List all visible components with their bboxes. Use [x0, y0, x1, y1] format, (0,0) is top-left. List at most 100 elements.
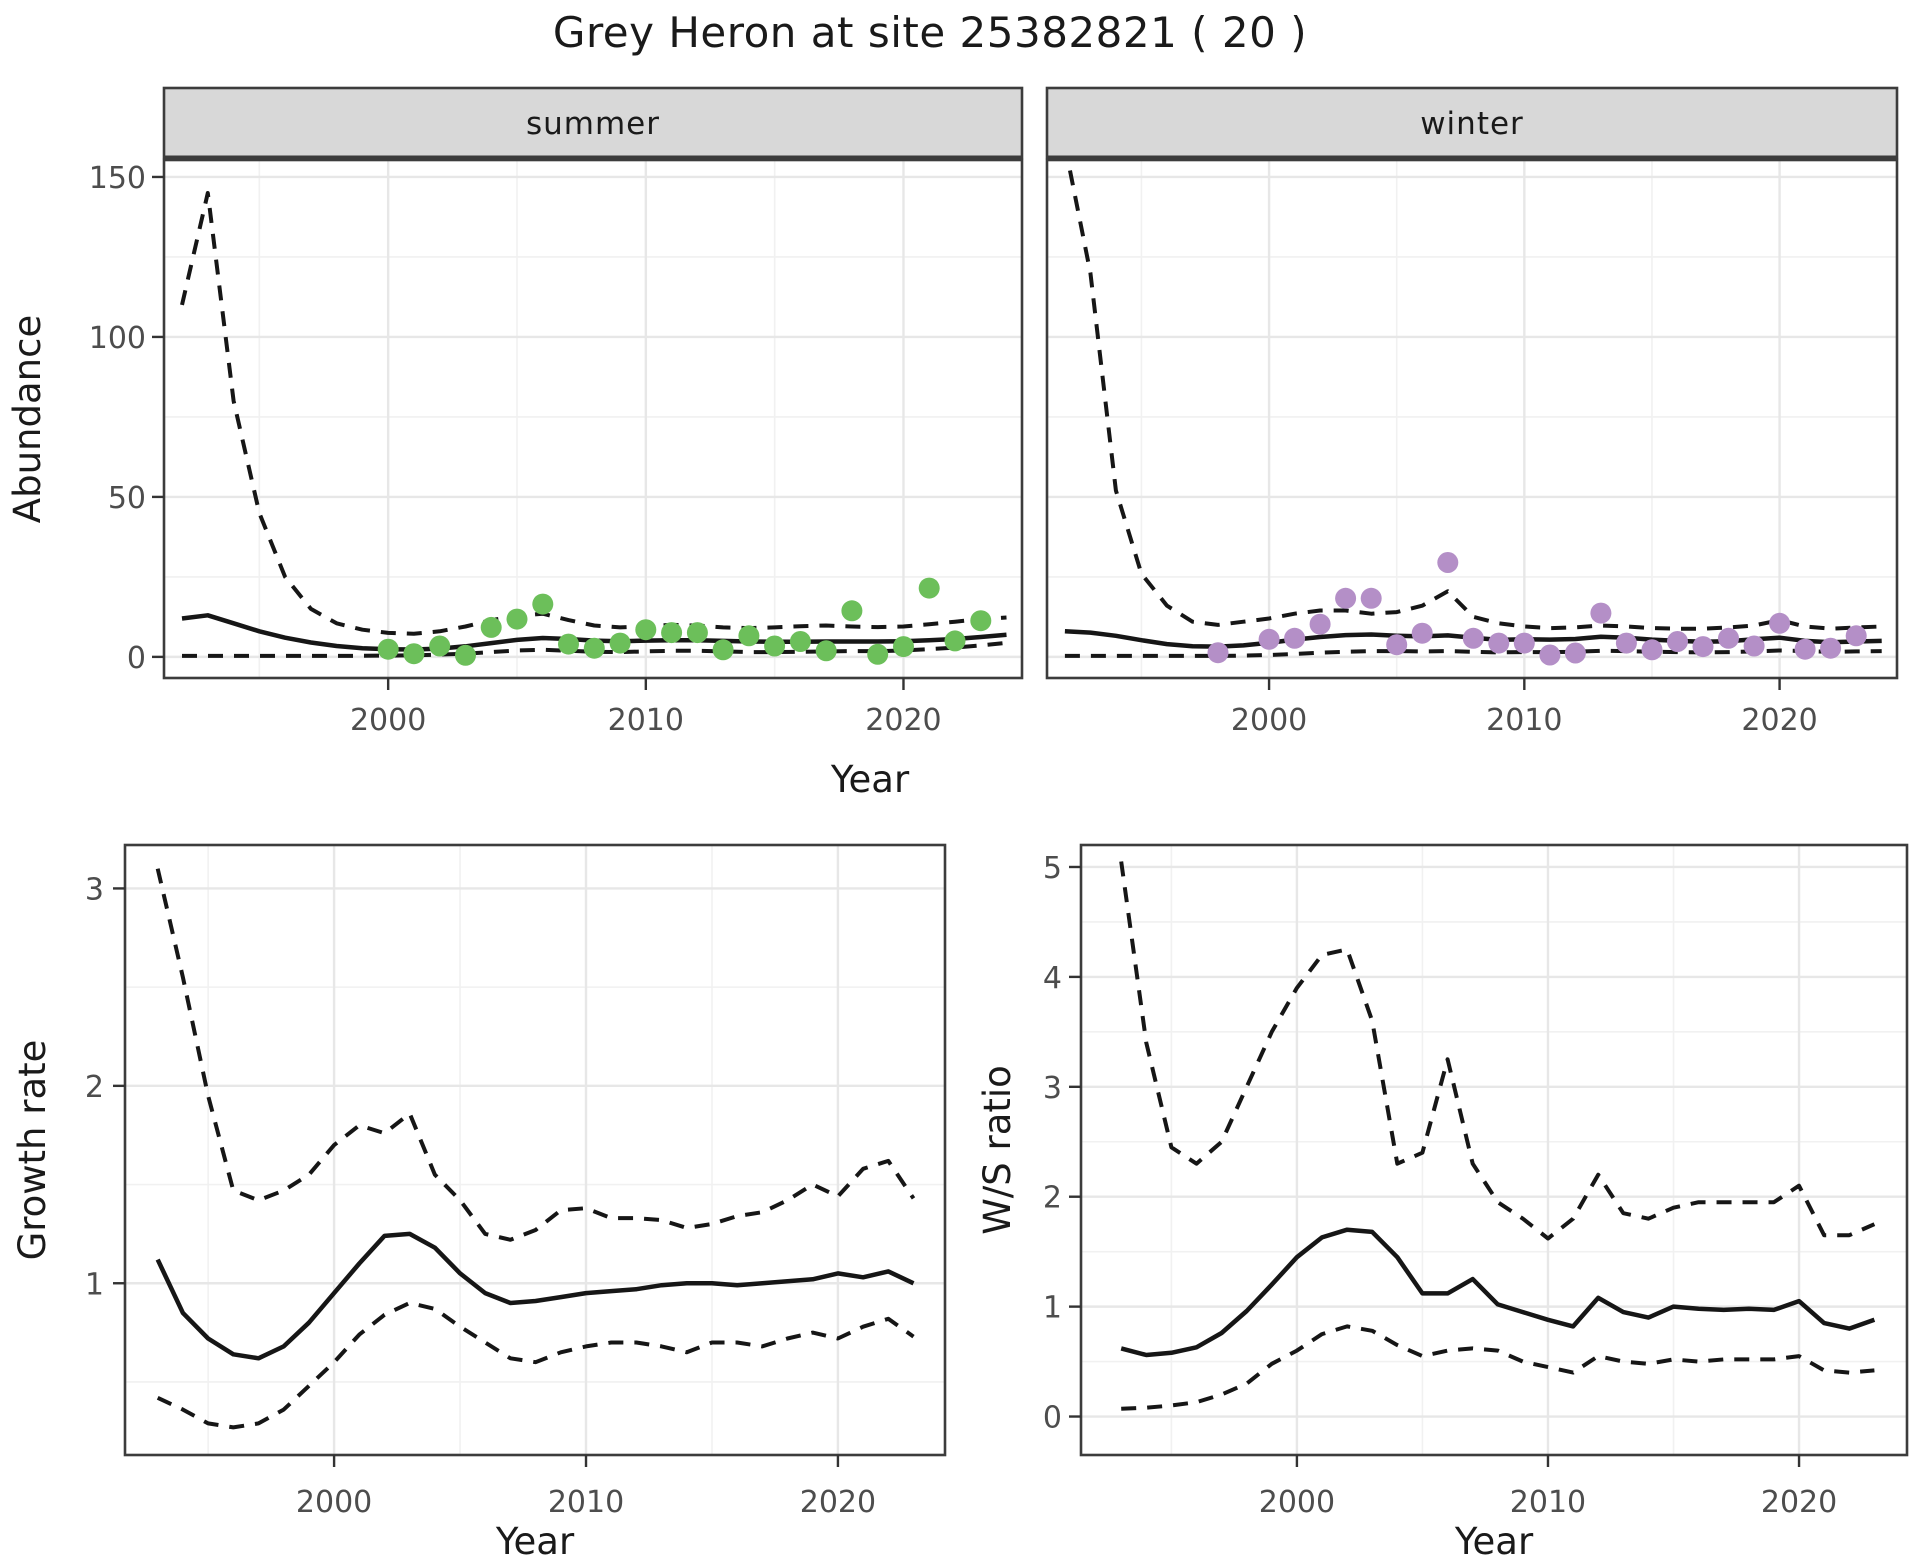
upper-ci-line — [180, 191, 1007, 636]
series — [180, 191, 1007, 658]
series — [1119, 861, 1876, 1411]
data-point — [1386, 634, 1408, 656]
gridlines — [164, 160, 1022, 678]
fit-line — [155, 1231, 915, 1361]
data-point — [686, 622, 708, 644]
y-axis-label: W/S ratio — [976, 1065, 1019, 1235]
data-point — [1769, 612, 1791, 634]
observation-points — [1207, 552, 1867, 666]
x-tick-label: 2010 — [548, 1485, 624, 1520]
x-axis-label: Year — [830, 758, 910, 801]
figure-title: Grey Heron at site 25382821 ( 20 ) — [552, 8, 1308, 57]
data-point — [1615, 632, 1637, 654]
facet-strip-summer: summer — [162, 86, 1024, 161]
series — [1064, 160, 1882, 658]
series — [155, 868, 916, 1430]
y-axis-label: Growth rate — [11, 1040, 54, 1261]
abundance-chart: summer 2000 2010 2020 winter 2000 2010 2020 0 50 1… — [6, 86, 1899, 801]
data-point — [1718, 627, 1739, 649]
data-point — [893, 636, 914, 658]
data-point — [1564, 642, 1586, 664]
data-point — [1845, 625, 1867, 647]
abundance-panel-summer: summer 2000 2010 2020 — [162, 86, 1024, 738]
upper-ci-line — [155, 868, 916, 1242]
data-point — [918, 577, 940, 599]
ws-chart: 2000 2010 2020 0 1 2 3 4 5 Year W/S ratio — [976, 843, 1909, 1560]
data-point — [1411, 622, 1433, 644]
data-point — [1820, 637, 1842, 659]
growth-panel: 2000 2010 2020 — [123, 843, 947, 1520]
data-point — [867, 643, 889, 665]
upper-ci-line — [1119, 861, 1876, 1241]
data-point — [403, 643, 425, 665]
data-point — [1488, 632, 1510, 654]
data-point — [1539, 644, 1561, 666]
panel-border — [1079, 843, 1909, 1457]
ws-panel: 2000 2010 2020 — [1079, 843, 1909, 1520]
panel-border — [162, 158, 1024, 680]
y-tick-label: 1 — [85, 1267, 104, 1302]
y-axis-label: Abundance — [6, 315, 49, 523]
data-point — [1743, 635, 1765, 657]
data-point — [738, 625, 760, 647]
facet-strip-winter: winter — [1045, 86, 1899, 161]
data-point — [609, 632, 631, 654]
y-tick-label: 50 — [108, 481, 146, 516]
data-point — [764, 635, 786, 657]
data-point — [661, 622, 683, 644]
data-point — [1692, 636, 1714, 658]
data-point — [429, 635, 451, 657]
data-point — [558, 633, 579, 655]
y-tick-label: 4 — [1043, 961, 1062, 996]
data-point — [377, 638, 399, 660]
y-tick-label: 2 — [85, 1070, 104, 1105]
x-tick-label: 2000 — [296, 1485, 372, 1520]
y-tick-label: 150 — [89, 161, 146, 196]
x-tick-label: 2020 — [1741, 703, 1817, 738]
data-point — [815, 640, 837, 662]
y-tick-label: 3 — [85, 872, 104, 907]
gridlines — [1047, 160, 1897, 678]
data-point — [970, 610, 992, 632]
x-tick-label: 2010 — [1486, 703, 1562, 738]
data-point — [455, 644, 476, 666]
panel-border — [1045, 158, 1899, 680]
x-axis-label: Year — [1454, 1520, 1534, 1560]
lower-ci-line — [156, 1301, 915, 1430]
y-tick-label: 0 — [127, 641, 146, 676]
x-tick-label: 2000 — [350, 703, 426, 738]
y-tick-label: 3 — [1043, 1071, 1062, 1106]
strip-label: winter — [1420, 106, 1524, 142]
lower-ci-line — [1121, 1324, 1875, 1411]
data-point — [480, 616, 502, 638]
data-point — [1462, 627, 1484, 649]
data-point — [635, 619, 657, 641]
data-point — [1641, 639, 1663, 661]
data-point — [1284, 627, 1306, 649]
data-point — [1258, 628, 1280, 650]
data-point — [1437, 552, 1459, 573]
data-point — [1794, 638, 1816, 660]
gridlines — [1081, 845, 1907, 1455]
y-tick-label: 5 — [1043, 851, 1062, 886]
x-tick-label: 2020 — [1761, 1485, 1837, 1520]
data-point — [1590, 602, 1612, 624]
growth-chart: 2000 2010 2020 1 2 3 Year Growth rate — [11, 843, 947, 1560]
panel-border — [123, 843, 947, 1457]
observation-points — [377, 577, 992, 666]
data-point — [532, 593, 554, 615]
data-point — [1513, 632, 1535, 654]
abundance-panel-winter: winter 2000 2010 2020 — [1045, 86, 1899, 738]
x-tick-label: 2020 — [800, 1485, 876, 1520]
x-tick-label: 2000 — [1259, 1485, 1335, 1520]
data-point — [789, 631, 811, 652]
y-tick-label: 100 — [89, 321, 146, 356]
y-tick-label: 2 — [1043, 1181, 1062, 1216]
upper-ci-line — [1065, 160, 1882, 631]
x-tick-label: 2010 — [1510, 1485, 1586, 1520]
strip-label: summer — [526, 106, 660, 142]
data-point — [583, 637, 605, 659]
y-tick-label: 1 — [1043, 1291, 1062, 1326]
